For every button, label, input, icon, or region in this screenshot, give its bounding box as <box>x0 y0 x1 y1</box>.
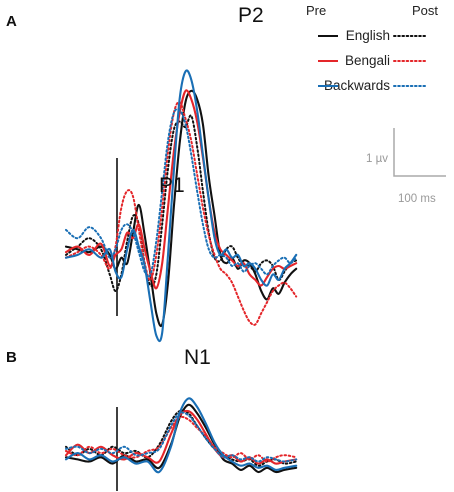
series-line-bengali-pre-panel-a <box>64 89 298 290</box>
series-line-backwards-post-panel-a <box>65 108 298 278</box>
panel-label-b: B <box>6 349 17 366</box>
series-line-backwards-post-panel-b <box>65 411 298 463</box>
peak-label-p2: P2 <box>238 4 264 27</box>
waveforms-a <box>64 69 298 343</box>
series-line-english-pre-panel-b <box>64 403 298 474</box>
series-line-backwards-pre-panel-a <box>64 69 298 343</box>
series-line-backwards-pre-panel-b <box>64 397 298 474</box>
scale-bar: 1 µv 100 ms <box>366 128 446 205</box>
legend-label-backwards: Backwards <box>324 78 390 93</box>
legend-label-bengali: Bengali <box>345 53 390 68</box>
series-line-bengali-post-panel-b <box>65 415 298 463</box>
panel-a: A P1 N1 P2 Pre Post English Bengali Back… <box>6 3 446 369</box>
waveforms-b <box>64 397 298 474</box>
peak-label-n1: N1 <box>184 346 211 369</box>
peak-label-p1: P1 <box>159 174 185 197</box>
scale-bar-time-label: 100 ms <box>398 193 436 205</box>
scale-bar-voltage-label: 1 µv <box>366 153 388 165</box>
series-line-english-pre-panel-a <box>64 89 298 328</box>
series-line-bengali-pre-panel-b <box>64 409 298 465</box>
legend: Pre Post English Bengali Backwards <box>306 3 438 93</box>
series-line-english-post-panel-a <box>65 114 298 292</box>
legend-label-english: English <box>346 28 390 43</box>
panel-b: B <box>6 349 298 491</box>
legend-heading-pre: Pre <box>306 3 326 18</box>
series-line-bengali-post-panel-a <box>65 100 298 326</box>
panel-label-a: A <box>6 13 17 30</box>
scale-bar-lines <box>393 128 446 177</box>
legend-heading-post: Post <box>412 3 438 18</box>
